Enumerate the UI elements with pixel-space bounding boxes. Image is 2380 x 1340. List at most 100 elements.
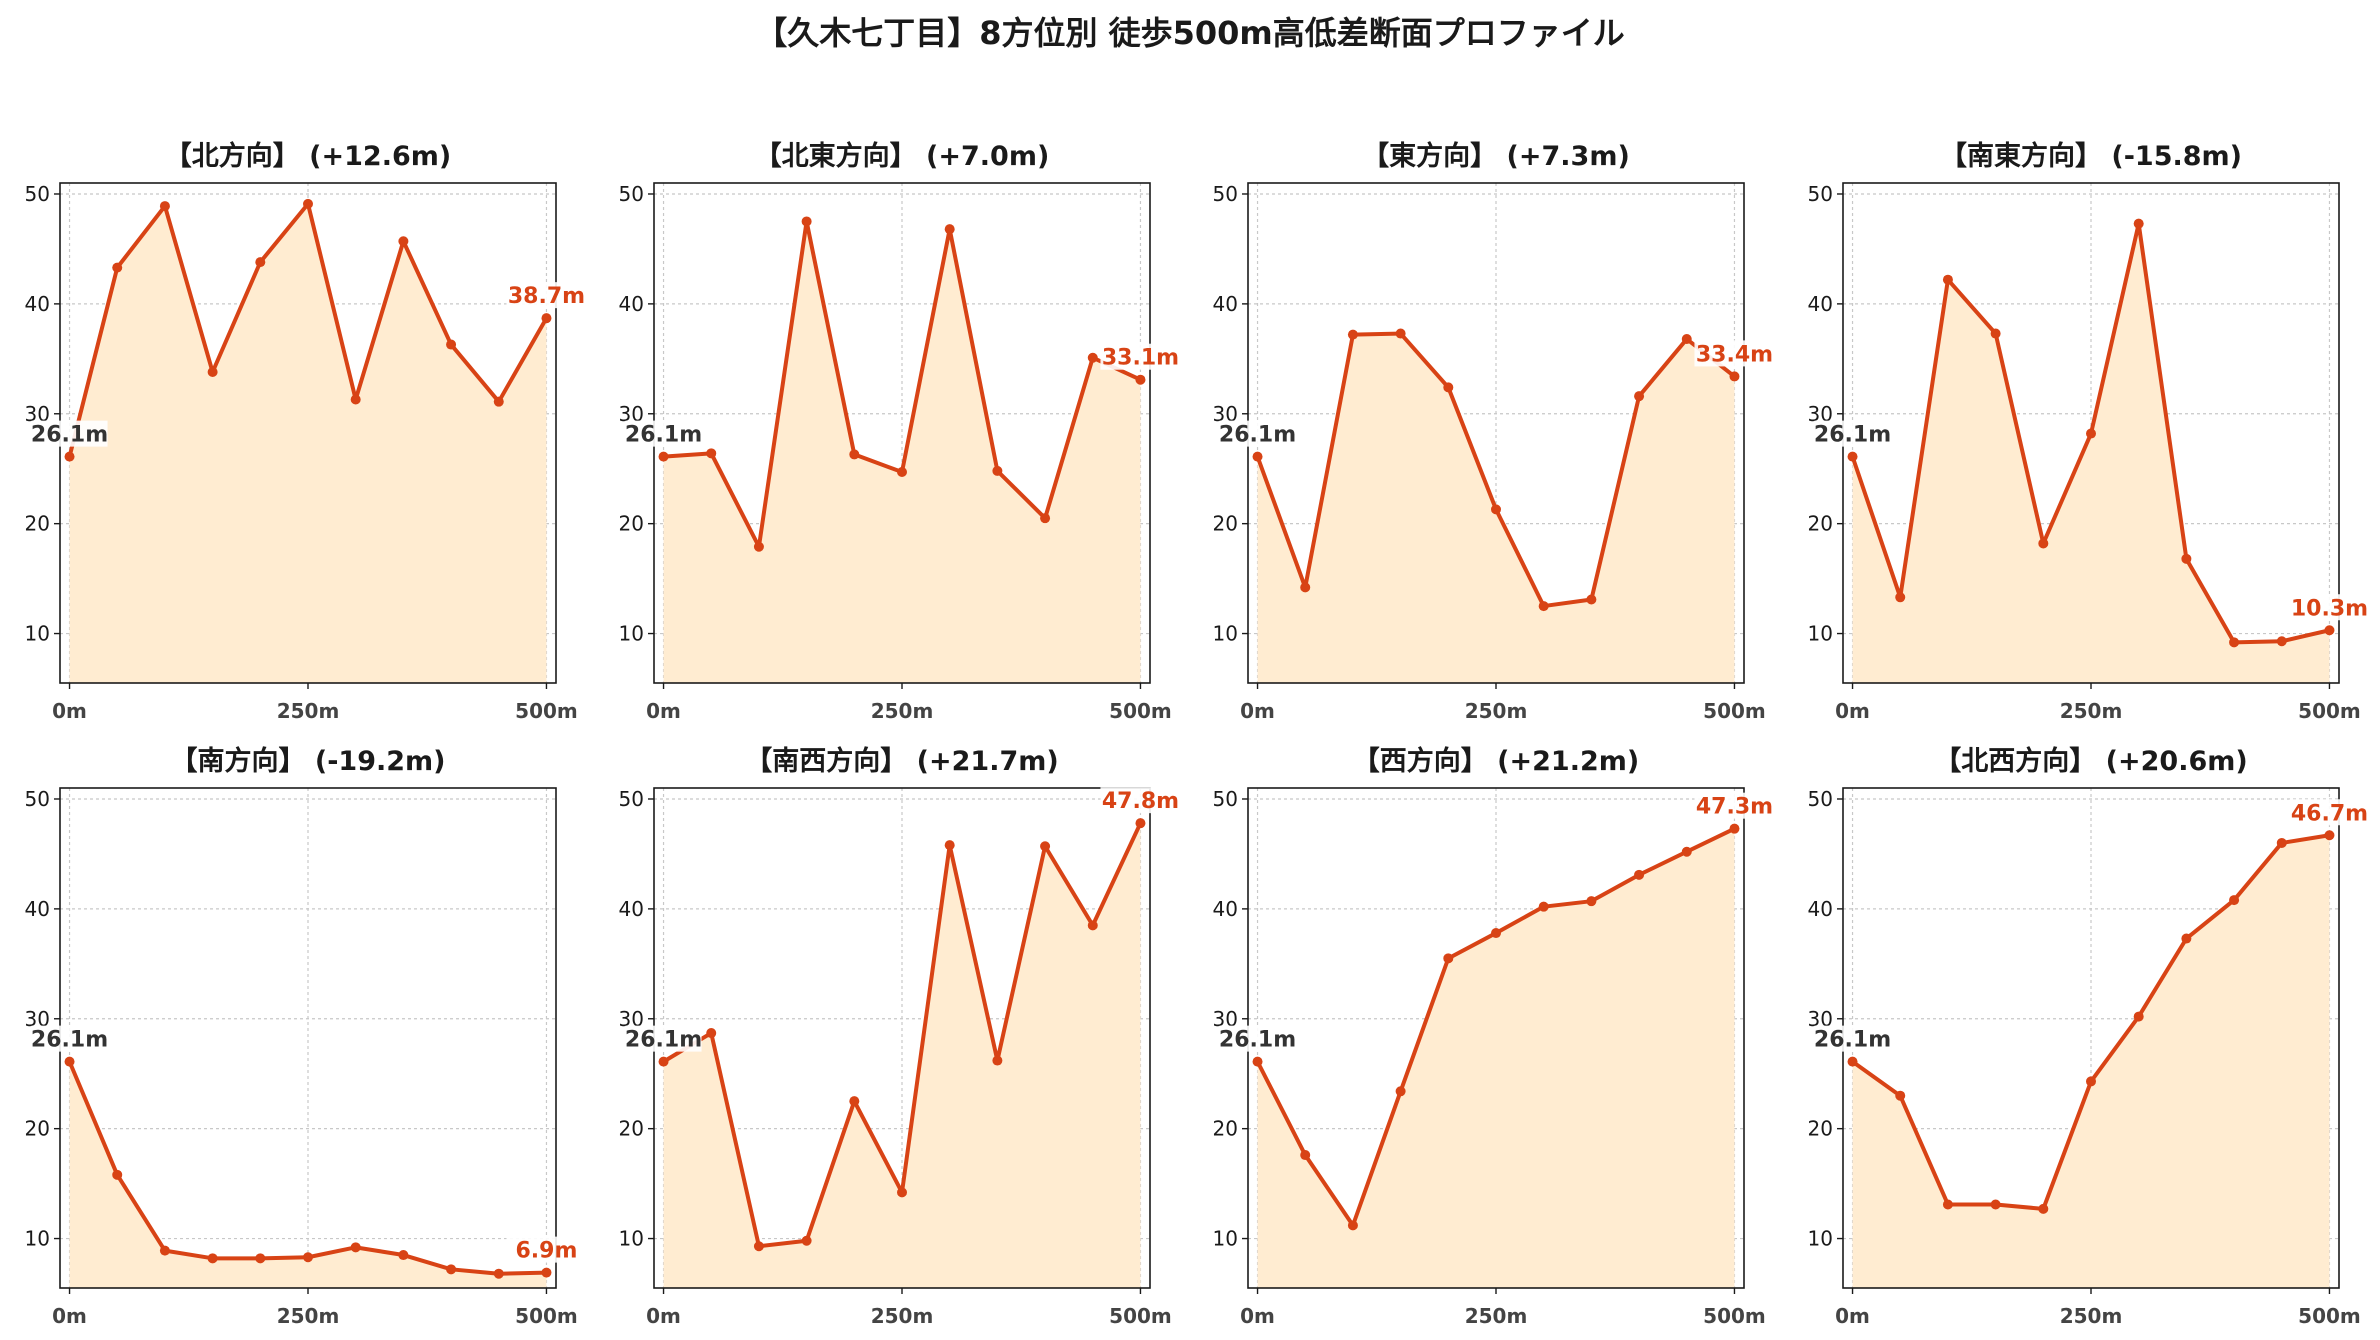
data-point [1491, 504, 1501, 515]
data-point [2181, 933, 2192, 944]
start-label-box [1219, 420, 1296, 447]
data-point [1942, 1199, 1953, 1210]
data-point [1491, 928, 1501, 939]
data-point [801, 216, 812, 227]
data-point [1300, 1150, 1311, 1161]
data-point [159, 1245, 170, 1256]
elevation-area [1257, 828, 1735, 1288]
data-point [541, 1267, 552, 1278]
data-point [2276, 837, 2287, 848]
data-point [1681, 334, 1692, 345]
data-point [897, 1187, 907, 1198]
y-tick-label: 10 [25, 1227, 50, 1251]
data-point [944, 840, 955, 851]
elevation-area [1257, 333, 1735, 683]
data-point [2324, 830, 2335, 841]
x-tick-label: 500m [515, 699, 578, 723]
data-point [1990, 1199, 2001, 1210]
data-point [64, 1056, 75, 1067]
data-point [207, 1253, 218, 1264]
x-tick-label: 250m [1465, 1304, 1528, 1328]
y-tick-label: 50 [25, 182, 50, 206]
x-tick-label: 0m [1835, 699, 1870, 723]
x-tick-label: 500m [1109, 699, 1172, 723]
x-tick-label: 0m [1835, 1304, 1870, 1328]
data-point [849, 1096, 860, 1107]
data-point [753, 1241, 764, 1252]
data-point [493, 396, 504, 407]
y-tick-label: 40 [1808, 292, 1833, 316]
start-label: 26.1m [31, 423, 108, 448]
data-point [2038, 1203, 2049, 1214]
data-point [1681, 846, 1692, 857]
end-label: 47.8m [1102, 789, 1179, 814]
data-point [1300, 582, 1311, 593]
y-tick-label: 10 [1808, 622, 1833, 646]
x-tick-label: 500m [2298, 1304, 2361, 1328]
data-point [493, 1268, 504, 1279]
data-point [1895, 592, 1906, 603]
data-point [1040, 841, 1051, 852]
data-point [64, 451, 75, 462]
y-tick-label: 40 [1213, 292, 1238, 316]
x-tick-label: 250m [871, 1304, 934, 1328]
data-point [2324, 625, 2335, 636]
y-tick-label: 10 [25, 622, 50, 646]
x-tick-label: 250m [277, 699, 340, 723]
x-tick-label: 0m [1240, 1304, 1275, 1328]
y-tick-label: 20 [619, 512, 644, 536]
data-point [1847, 451, 1858, 462]
data-point [207, 367, 218, 378]
y-tick-label: 20 [1213, 512, 1238, 536]
y-tick-label: 10 [1213, 622, 1238, 646]
data-point [159, 201, 170, 212]
y-tick-label: 40 [25, 897, 50, 921]
start-label: 26.1m [31, 1028, 108, 1053]
data-point [1895, 1090, 1906, 1101]
data-point [1395, 328, 1406, 339]
end-label-box [1100, 343, 1181, 370]
data-point [658, 451, 669, 462]
x-tick-label: 250m [1465, 699, 1528, 723]
panel-title: 【北東方向】 (+7.0m) [755, 140, 1050, 172]
start-label: 26.1m [1219, 423, 1296, 448]
end-label: 46.7m [2291, 801, 2368, 826]
start-label: 26.1m [1814, 1028, 1891, 1053]
data-point [753, 541, 764, 552]
start-label-box [31, 1025, 108, 1052]
end-label-box [2289, 594, 2370, 621]
panel-title: 【東方向】 (+7.3m) [1362, 140, 1630, 172]
y-tick-label: 50 [619, 787, 644, 811]
end-label-box [2289, 799, 2370, 826]
x-tick-label: 0m [1240, 699, 1275, 723]
start-label-box [1219, 1025, 1296, 1052]
data-point [303, 198, 313, 209]
elevation-area [663, 221, 1141, 683]
x-tick-label: 500m [1109, 1304, 1172, 1328]
y-tick-label: 10 [619, 1227, 644, 1251]
panel-title: 【南東方向】 (-15.8m) [1940, 140, 2242, 172]
y-tick-label: 40 [1808, 897, 1833, 921]
data-point [1538, 601, 1549, 612]
y-tick-label: 50 [1808, 787, 1833, 811]
end-label-box [1100, 787, 1181, 814]
data-point [255, 257, 266, 268]
data-point [2181, 553, 2192, 564]
start-label-box [1814, 1025, 1891, 1052]
end-label-box [506, 1236, 587, 1263]
data-point [1634, 869, 1645, 880]
x-tick-label: 250m [2060, 699, 2123, 723]
end-label: 38.7m [508, 284, 585, 309]
start-label: 26.1m [625, 1028, 702, 1053]
elevation-area [663, 823, 1141, 1288]
start-label: 26.1m [1814, 423, 1891, 448]
data-point [2133, 1011, 2144, 1022]
elevation-area [1852, 223, 2330, 683]
y-tick-label: 40 [619, 292, 644, 316]
data-point [1990, 328, 2001, 339]
elevation-area [69, 203, 547, 683]
y-tick-label: 10 [619, 622, 644, 646]
